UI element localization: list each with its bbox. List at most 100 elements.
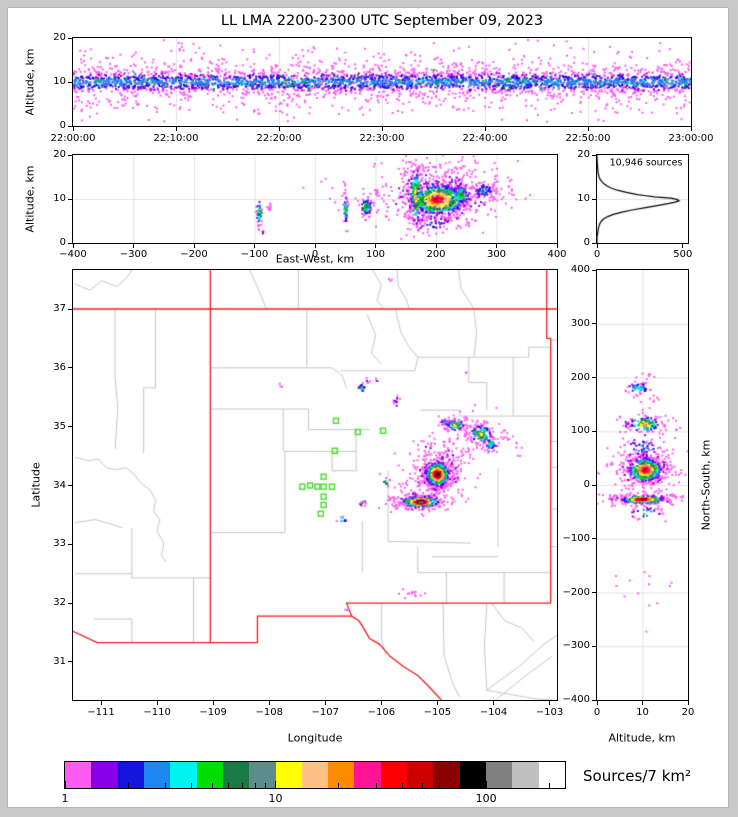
tick-label: 0 <box>311 249 319 260</box>
axis-tick <box>133 244 134 248</box>
colorbar-segment-10 <box>301 762 329 788</box>
tick-label: 31 <box>53 655 66 667</box>
axis-tick <box>549 701 551 705</box>
axis-tick <box>592 242 596 244</box>
axis-tick <box>375 783 377 788</box>
tick-label: 200 <box>570 371 590 383</box>
axis-tick <box>592 592 596 593</box>
axis-tick <box>64 781 66 788</box>
colorbar-segment-9 <box>275 762 302 788</box>
axis-tick <box>228 783 230 788</box>
axis-tick <box>484 127 486 131</box>
tick-label: −400 <box>59 249 87 260</box>
axis-tick <box>452 783 454 788</box>
axis-tick <box>422 783 424 788</box>
tick-label: −110 <box>143 707 171 718</box>
north-south-ylabel: North-South, km <box>699 439 713 531</box>
axis-tick <box>375 244 376 248</box>
tick-label: 32 <box>53 597 66 609</box>
colorbar-segment-5 <box>170 762 197 788</box>
axis-tick <box>68 198 72 200</box>
tick-label: 0 <box>59 120 66 131</box>
tick-label: 100 <box>475 792 497 805</box>
tick-label: 0 <box>583 237 590 248</box>
axis-tick <box>175 127 177 131</box>
axis-tick <box>265 783 267 788</box>
tick-label: 20 <box>577 149 590 160</box>
axis-tick <box>68 37 72 39</box>
tick-label: 10 <box>53 76 66 87</box>
tick-label: 500 <box>673 249 693 260</box>
axis-tick <box>592 198 596 200</box>
axis-tick <box>596 244 598 248</box>
map-xlabel: Longitude <box>287 731 343 745</box>
axis-tick <box>485 781 487 788</box>
map-canvas <box>73 270 557 700</box>
axis-tick <box>164 783 166 788</box>
axis-tick <box>587 127 589 131</box>
tick-label: −400 <box>562 694 590 705</box>
tick-label: 200 <box>426 249 446 260</box>
axis-tick <box>68 367 72 369</box>
axis-tick <box>592 484 596 486</box>
tick-label: 22:50:00 <box>565 133 611 144</box>
colorbar-segment-16 <box>459 762 486 788</box>
ew-height-xlabel: East-West, km <box>275 252 355 266</box>
axis-tick <box>596 701 598 705</box>
axis-tick <box>465 783 467 788</box>
axis-tick <box>254 244 255 248</box>
figure-title: LL LMA 2200-2300 UTC September 09, 2023 <box>220 13 544 29</box>
tick-label: 22:10:00 <box>153 133 199 144</box>
tick-label: 0 <box>59 237 66 248</box>
axis-tick <box>592 154 596 156</box>
colorbar-segment-15 <box>433 762 460 788</box>
axis-tick <box>592 269 596 271</box>
axis-tick <box>68 125 72 127</box>
tick-label: 10 <box>53 193 66 204</box>
colorbar-segment-1 <box>65 762 92 788</box>
tick-label: 100 <box>570 425 590 437</box>
axis-tick <box>68 485 72 486</box>
axis-tick <box>381 127 383 131</box>
tick-label: 0 <box>593 707 601 718</box>
axis-tick <box>68 242 72 244</box>
colorbar <box>65 762 565 788</box>
axis-tick <box>72 127 74 131</box>
axis-tick <box>275 781 277 788</box>
tick-label: −109 <box>199 707 227 718</box>
tick-label: −200 <box>562 586 590 598</box>
axis-tick <box>475 783 477 788</box>
tick-label: −103 <box>535 707 564 718</box>
axis-tick <box>548 783 550 788</box>
axis-tick <box>380 701 382 705</box>
tick-label: 400 <box>547 249 567 260</box>
axis-tick <box>193 244 195 248</box>
tick-label: 22:30:00 <box>359 133 405 144</box>
colorbar-segment-11 <box>328 762 355 788</box>
tick-label: 34 <box>53 479 66 491</box>
tick-label: 0 <box>583 479 590 490</box>
colorbar-segment-18 <box>512 762 539 788</box>
time-height-canvas <box>73 38 691 126</box>
tick-label: 23:00:00 <box>668 133 714 144</box>
colorbar-segment-2 <box>91 762 118 788</box>
axis-tick <box>68 426 72 428</box>
colorbar-segment-7 <box>222 762 250 788</box>
axis-tick <box>127 783 129 788</box>
axis-tick <box>492 701 494 705</box>
histogram-canvas <box>597 155 688 243</box>
axis-tick <box>100 701 102 705</box>
tick-label: −200 <box>180 249 208 260</box>
axis-tick <box>211 783 213 788</box>
axis-tick <box>68 661 72 663</box>
tick-label: 1 <box>61 792 69 805</box>
tick-label: −108 <box>255 707 283 718</box>
ew-height-canvas <box>73 155 557 243</box>
tick-label: 300 <box>570 317 590 329</box>
axis-tick <box>268 701 270 705</box>
tick-label: 0 <box>593 249 601 260</box>
axis-tick <box>592 430 596 432</box>
axis-tick <box>156 701 158 705</box>
tick-label: 33 <box>53 538 66 550</box>
axis-tick <box>438 783 440 788</box>
